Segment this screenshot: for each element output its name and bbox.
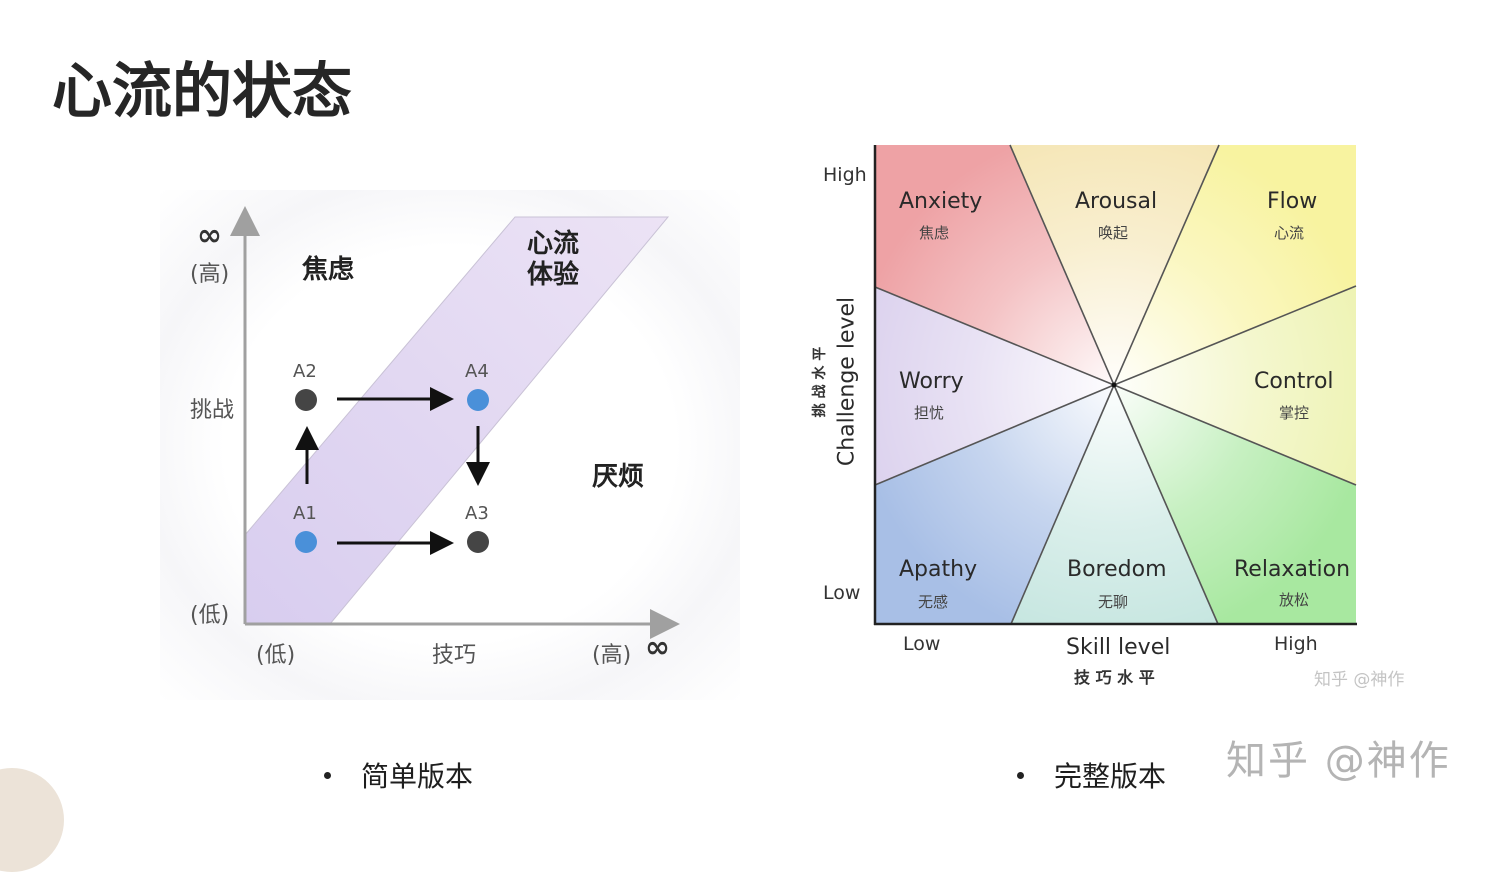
sector-relaxation-cn: 放松 (1279, 591, 1310, 609)
bullet-full-version: 完整版本 (1017, 755, 1166, 795)
sector-anxiety-label: Anxiety (899, 189, 983, 214)
point-a1 (295, 531, 317, 553)
bullet-full-label: 完整版本 (1054, 760, 1167, 793)
sector-control-label: Control (1254, 369, 1334, 394)
point-a2 (295, 389, 317, 411)
skill-high-label: High (1274, 633, 1318, 655)
sector-flow-cn: 心流 (1274, 224, 1305, 242)
x-axis-label: 技巧 (432, 643, 477, 668)
challenge-high-label: High (823, 164, 867, 186)
skill-low-label: Low (903, 633, 941, 655)
point-a3-label: A3 (465, 503, 489, 524)
region-flow-label-2: 体验 (527, 260, 580, 290)
y-axis-high-label: (高) (190, 262, 230, 287)
full-flow-diagram (873, 144, 1357, 626)
y-axis-label: 挑战 (190, 398, 235, 423)
point-a3 (467, 531, 489, 553)
x-axis-high-label: (高) (592, 643, 632, 668)
region-flow-label-1: 心流 (527, 229, 580, 259)
sector-arousal-label: Arousal (1075, 189, 1158, 214)
point-a2-label: A2 (293, 361, 317, 382)
sector-flow-label: Flow (1267, 189, 1318, 214)
x-axis-infinity: ∞ (645, 630, 670, 665)
watermark-small: 知乎 @神作 (1314, 670, 1405, 690)
bullet-simple-version: 简单版本 (324, 755, 473, 795)
watermark: 知乎 @神作 (1226, 738, 1451, 784)
sector-boredom-cn: 无聊 (1098, 593, 1129, 611)
simple-flow-diagram (230, 206, 680, 639)
x-axis-low-label: (低) (256, 643, 296, 668)
bullet-dot-icon (1017, 771, 1024, 779)
point-a4 (467, 389, 489, 411)
challenge-axis-title: Challenge level (834, 296, 860, 467)
page-title: 心流的状态 (52, 57, 352, 127)
region-anxiety-label: 焦虑 (302, 255, 355, 285)
challenge-axis-title-cn: 挑 战 水 平 (812, 346, 828, 418)
sector-worry-cn: 担忧 (914, 404, 945, 422)
bullet-simple-label: 简单版本 (361, 760, 474, 793)
sector-worry-label: Worry (899, 369, 964, 394)
sector-arousal-cn: 唤起 (1098, 224, 1129, 242)
sector-apathy-label: Apathy (899, 557, 978, 582)
y-axis-low-label: (低) (190, 603, 230, 628)
challenge-low-label: Low (823, 582, 861, 604)
sector-anxiety-cn: 焦虑 (919, 224, 950, 242)
sector-control-cn: 掌控 (1279, 404, 1310, 422)
skill-axis-title-cn: 技 巧 水 平 (1074, 668, 1155, 687)
sector-apathy-cn: 无感 (918, 593, 949, 611)
bullet-dot-icon (324, 771, 331, 779)
skill-axis-title: Skill level (1066, 635, 1171, 660)
y-axis-infinity: ∞ (197, 218, 222, 253)
point-a1-label: A1 (293, 503, 317, 524)
sector-relaxation-label: Relaxation (1234, 557, 1351, 582)
sector-boredom-label: Boredom (1067, 557, 1167, 582)
region-boredom-label: 厌烦 (592, 462, 645, 492)
point-a4-label: A4 (465, 361, 489, 382)
